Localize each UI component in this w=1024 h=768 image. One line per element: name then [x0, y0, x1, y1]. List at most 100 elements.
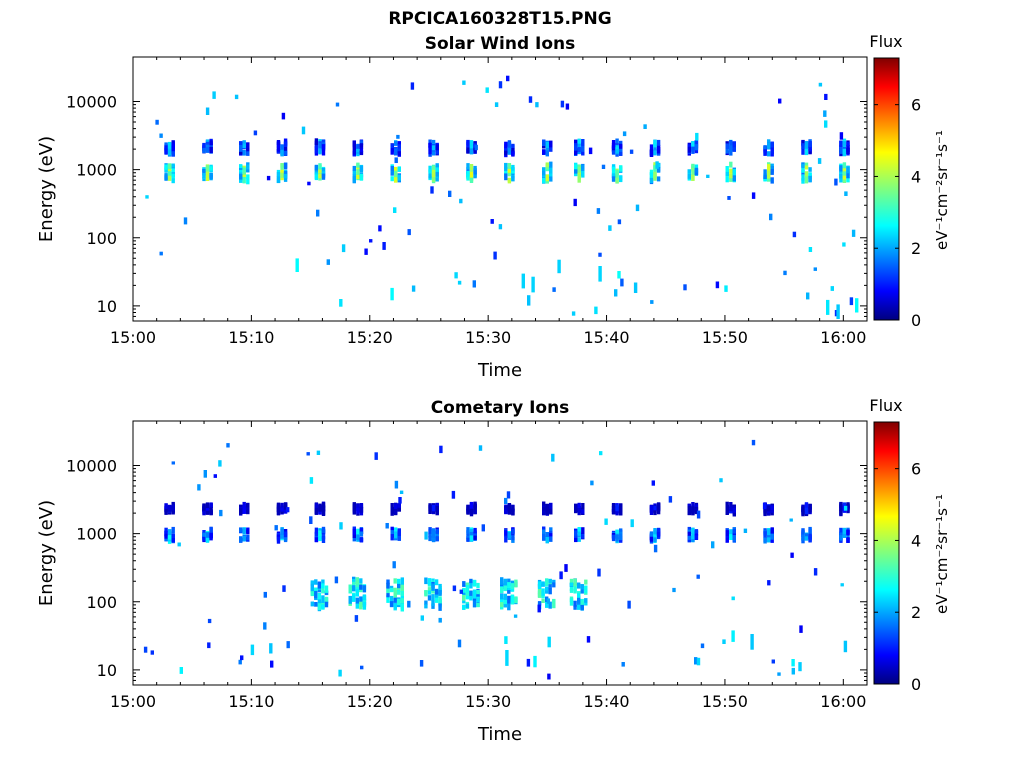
- flux-cell: [239, 149, 243, 155]
- flux-cell: [573, 578, 577, 587]
- flux-cell: [167, 504, 172, 511]
- flux-cell: [804, 536, 809, 541]
- flux-cell: [619, 506, 623, 511]
- flux-cell: [321, 148, 326, 156]
- flux-cell: [611, 150, 616, 155]
- flux-cell: [826, 299, 830, 315]
- flux-cell: [355, 582, 359, 591]
- flux-cell: [473, 147, 477, 154]
- flux-cell: [842, 174, 847, 180]
- flux-cell: [473, 174, 477, 179]
- flux-cell: [569, 582, 574, 587]
- flux-cell: [283, 162, 288, 170]
- flux-cell: [276, 509, 281, 516]
- flux-cell: [552, 603, 556, 609]
- flux-cell: [808, 175, 812, 183]
- flux-cell: [770, 510, 774, 516]
- flux-cell: [167, 532, 172, 538]
- flux-cell: [763, 150, 767, 156]
- flux-cell: [324, 596, 329, 605]
- flux-cell: [472, 579, 477, 587]
- flux-cell: [469, 535, 474, 541]
- flux-cell: [656, 167, 661, 173]
- x-tick-label: 15:10: [228, 328, 274, 347]
- flux-cell: [507, 167, 512, 173]
- flux-cell: [584, 598, 588, 603]
- flux-cell: [808, 507, 812, 513]
- flux-cell: [672, 587, 676, 593]
- flux-cell: [598, 266, 602, 282]
- flux-cell: [476, 582, 480, 588]
- flux-cell: [590, 480, 594, 486]
- flux-cell: [390, 503, 394, 509]
- flux-cell: [549, 144, 553, 152]
- flux-cell: [622, 131, 627, 137]
- panel-cometary-ions: Cometary Ions 15:00 15:10 15:20 15:30 15:40 1…: [36, 396, 951, 745]
- flux-cell: [727, 196, 731, 200]
- flux-cell: [431, 166, 436, 171]
- flux-cell: [394, 157, 398, 163]
- flux-cell: [239, 177, 243, 183]
- flux-cell: [722, 639, 726, 644]
- flux-cell: [469, 590, 473, 597]
- flux-cell: [804, 165, 809, 170]
- flux-cell: [791, 659, 795, 667]
- flux-cell: [732, 147, 736, 152]
- flux-cell: [552, 287, 556, 292]
- flux-cell: [473, 510, 477, 515]
- flux-cell: [321, 595, 325, 603]
- flux-cell: [476, 589, 480, 595]
- flux-cell: [577, 593, 581, 598]
- flux-cell: [167, 529, 172, 535]
- flux-cell: [424, 600, 428, 605]
- flux-cell: [510, 583, 515, 590]
- flux-cell: [419, 660, 424, 667]
- flux-cell: [770, 505, 774, 510]
- flux-cell: [164, 164, 168, 170]
- flux-cell: [729, 529, 733, 536]
- flux-cell: [573, 605, 577, 610]
- flux-cell: [314, 579, 318, 585]
- flux-cell: [352, 533, 356, 538]
- flux-cell: [400, 577, 404, 586]
- flux-cell: [577, 175, 581, 183]
- flux-cell: [427, 587, 432, 593]
- flux-cell: [476, 595, 480, 604]
- flux-cell: [577, 171, 581, 176]
- flux-cell: [283, 507, 288, 514]
- flux-cell: [619, 165, 623, 172]
- flux-cell: [339, 299, 343, 307]
- flux-cell: [687, 169, 691, 174]
- colorbar-title: Flux: [869, 396, 902, 415]
- flux-cell: [804, 171, 809, 176]
- flux-cell: [514, 579, 518, 588]
- flux-cell: [513, 614, 518, 618]
- flux-cell: [586, 636, 591, 643]
- flux-cell: [253, 130, 258, 136]
- flux-cell: [656, 147, 661, 154]
- flux-cell: [476, 602, 480, 608]
- flux-cell: [507, 603, 511, 611]
- flux-cell: [469, 148, 474, 155]
- colorbar-tick-label: 4: [911, 531, 921, 550]
- flux-cell: [574, 537, 578, 543]
- flux-cell: [770, 537, 774, 543]
- flux-cell: [390, 148, 394, 155]
- flux-cell: [490, 219, 494, 224]
- flux-cell: [362, 602, 367, 610]
- flux-cell: [711, 541, 715, 549]
- flux-cell: [393, 603, 397, 610]
- x-tick-label: 15:10: [228, 692, 274, 711]
- flux-cell: [552, 598, 556, 604]
- flux-cell: [239, 527, 243, 533]
- flux-cell: [542, 178, 546, 184]
- flux-cell: [620, 278, 624, 287]
- flux-cell: [611, 164, 616, 169]
- flux-cell: [729, 149, 733, 156]
- flux-cell: [542, 533, 546, 541]
- flux-cell: [763, 531, 767, 538]
- flux-cell: [310, 591, 314, 597]
- flux-cell: [804, 502, 809, 509]
- flux-cell: [801, 174, 805, 181]
- flux-cell: [202, 173, 206, 179]
